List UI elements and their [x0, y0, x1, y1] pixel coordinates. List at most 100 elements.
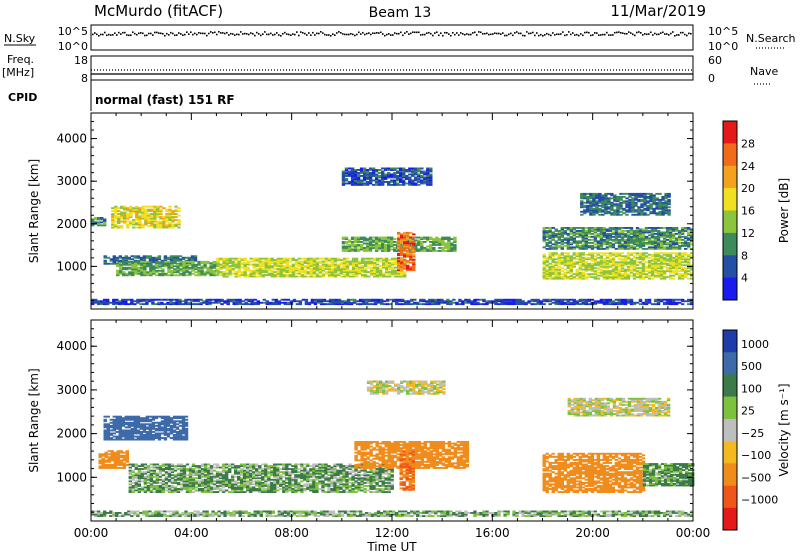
power-cell	[339, 271, 344, 273]
power-cell	[175, 258, 180, 261]
power-cell	[437, 298, 441, 301]
power-cell	[566, 243, 570, 246]
power-cell	[653, 247, 658, 250]
power-cell	[246, 266, 250, 269]
power-cell	[270, 262, 274, 264]
power-cell	[106, 256, 110, 259]
power-cell	[174, 210, 178, 212]
power-cell	[276, 259, 280, 261]
power-cell	[647, 253, 652, 256]
power-cell	[641, 230, 646, 232]
nsky-point	[200, 32, 202, 35]
power-cell	[403, 240, 407, 243]
power-cell	[390, 238, 394, 240]
power-cell	[406, 261, 410, 264]
power-cell	[581, 271, 585, 274]
velocity-cell	[115, 417, 119, 420]
power-cell	[291, 266, 296, 269]
power-cell	[371, 183, 376, 186]
nsky-point	[680, 31, 682, 34]
power-cell	[560, 303, 564, 306]
power-cell	[614, 237, 619, 240]
power-cell	[378, 182, 382, 185]
power-cell	[97, 224, 101, 227]
power-cell	[397, 237, 401, 240]
power-cell	[605, 246, 610, 249]
power-cell	[509, 301, 513, 304]
power-colorbar-label: Power [dB]	[777, 178, 791, 243]
power-cell	[348, 271, 353, 273]
power-cell	[231, 260, 235, 263]
power-cell	[665, 267, 670, 270]
power-cell	[659, 240, 664, 243]
power-cell	[629, 271, 634, 274]
power-cell	[548, 244, 552, 247]
power-cell	[650, 270, 655, 273]
power-cell	[190, 255, 195, 258]
power-cell	[131, 271, 135, 274]
power-cell	[351, 259, 356, 261]
power-cell	[644, 303, 649, 306]
power-cell	[581, 237, 585, 240]
power-cell	[602, 270, 607, 273]
power-cell	[134, 269, 138, 272]
nsky-point	[600, 34, 602, 36]
power-cell	[139, 259, 144, 262]
velocity-cell	[106, 437, 110, 439]
nsky-point	[302, 32, 304, 34]
power-cell	[641, 276, 646, 279]
power-cell	[103, 259, 107, 262]
power-cell	[665, 234, 670, 237]
power-cell	[628, 198, 632, 201]
power-cell	[408, 183, 412, 186]
power-cell	[400, 254, 404, 257]
power-cell	[341, 172, 346, 174]
power-cell	[592, 204, 596, 207]
power-cell	[623, 241, 628, 244]
power-cell	[160, 301, 164, 304]
nsky-point	[644, 33, 646, 35]
power-cell	[581, 300, 585, 303]
power-cell	[441, 247, 445, 249]
power-cell	[249, 257, 253, 260]
power-cell	[634, 192, 638, 195]
power-cell	[414, 250, 418, 252]
power-cell	[330, 268, 335, 270]
power-cell	[572, 237, 576, 240]
power-cell	[476, 298, 480, 301]
power-cell	[593, 267, 598, 270]
power-cell	[604, 194, 608, 197]
power-cell	[605, 265, 610, 268]
power-cell	[158, 266, 162, 269]
power-cell	[407, 300, 411, 303]
power-cell	[374, 241, 379, 243]
power-cell	[350, 250, 355, 252]
power-cell	[103, 298, 107, 301]
power-cell	[542, 240, 546, 243]
power-cell	[138, 217, 142, 220]
power-cell	[321, 268, 326, 270]
power-cell	[119, 271, 123, 274]
power-cell	[322, 300, 327, 303]
nsky-point	[142, 32, 144, 35]
power-cell	[623, 276, 628, 279]
power-cell	[406, 264, 410, 267]
power-cell	[171, 217, 175, 220]
power-cell	[548, 274, 552, 277]
velocity-cell	[127, 437, 131, 439]
power-cell	[563, 271, 567, 274]
power-cell	[412, 255, 416, 258]
power-cell	[554, 234, 558, 237]
power-cell	[668, 228, 673, 231]
nsky-point	[496, 32, 498, 35]
power-cell	[554, 264, 558, 267]
power-cell	[548, 231, 552, 234]
nsky-point	[240, 31, 242, 33]
nsky-point	[548, 33, 550, 36]
velocity-cell	[121, 418, 125, 421]
power-cell	[602, 265, 607, 268]
power-cell	[584, 234, 588, 237]
nave-tick-bottom: 0	[708, 72, 715, 85]
power-cell	[668, 232, 673, 235]
